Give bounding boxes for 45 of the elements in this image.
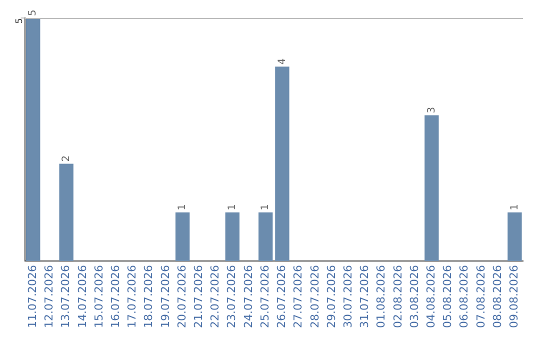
x-tick-label: 22.07.2026 bbox=[208, 265, 222, 328]
data-label: 1 bbox=[509, 204, 520, 210]
x-tick-label: 26.07.2026 bbox=[275, 265, 288, 328]
x-tick-label: 13.07.2026 bbox=[59, 265, 72, 328]
x-tick-label: 05.08.2026 bbox=[441, 265, 454, 328]
x-tick-label: 12.07.2026 bbox=[42, 265, 56, 328]
data-label: 3 bbox=[426, 106, 438, 114]
x-tick-label: 18.07.2026 bbox=[142, 265, 156, 328]
x-tick-label: 08.08.2026 bbox=[490, 265, 504, 328]
x-tick-label: 14.07.2026 bbox=[76, 265, 89, 328]
x-tick-label: 04.08.2026 bbox=[424, 265, 438, 328]
bar bbox=[59, 164, 74, 262]
x-tick-label: 28.07.2026 bbox=[308, 265, 322, 328]
data-label: 1 bbox=[177, 204, 188, 210]
data-label: 1 bbox=[226, 204, 238, 210]
x-tick-label: 30.07.2026 bbox=[341, 265, 354, 328]
x-tick-label: 27.07.2026 bbox=[292, 265, 305, 328]
bar bbox=[275, 66, 290, 262]
bar bbox=[508, 212, 522, 262]
x-tick-label: 31.07.2026 bbox=[358, 265, 372, 328]
data-label: 5 bbox=[15, 18, 26, 24]
x-tick-label: 19.07.2026 bbox=[158, 265, 172, 328]
x-tick-label: 01.08.2026 bbox=[374, 265, 388, 328]
data-label: 2 bbox=[60, 155, 72, 162]
data-label: 4 bbox=[276, 58, 288, 65]
bar bbox=[225, 212, 240, 262]
x-tick-label: 02.08.2026 bbox=[391, 265, 404, 328]
x-tick-label: 09.08.2026 bbox=[508, 265, 521, 328]
bar bbox=[424, 115, 439, 262]
x-tick-label: 17.07.2026 bbox=[126, 265, 139, 328]
x-tick-label: 24.07.2026 bbox=[242, 265, 255, 328]
x-tick-label: 23.07.2026 bbox=[225, 265, 238, 328]
x-tick-label: 15.07.2026 bbox=[92, 265, 106, 328]
x-tick-label: 11.07.2026 bbox=[26, 265, 39, 328]
bar bbox=[258, 212, 273, 262]
x-tick-label: 25.07.2026 bbox=[258, 265, 272, 328]
x-tick-label: 07.08.2026 bbox=[474, 265, 488, 328]
x-tick-label: 16.07.2026 bbox=[108, 265, 122, 328]
data-label: 1 bbox=[260, 204, 272, 210]
x-tick-label: 20.07.2026 bbox=[175, 265, 188, 328]
x-tick-label: 21.07.2026 bbox=[192, 265, 206, 328]
x-tick-label: 03.08.2026 bbox=[408, 265, 421, 328]
bar bbox=[175, 212, 190, 262]
x-tick-label: 06.08.2026 bbox=[458, 265, 471, 328]
x-tick-label: 29.07.2026 bbox=[324, 265, 338, 328]
